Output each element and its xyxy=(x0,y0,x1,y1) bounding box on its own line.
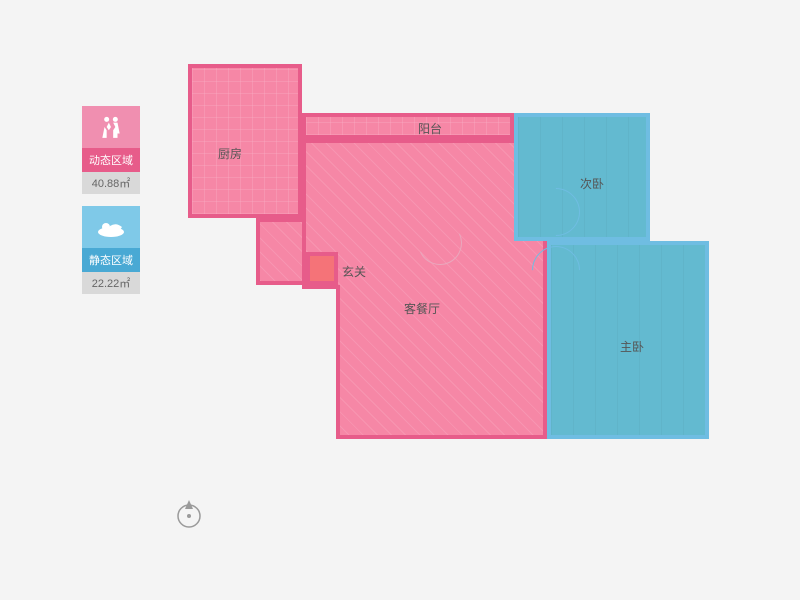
room-foyer xyxy=(306,252,338,285)
people-icon xyxy=(98,114,124,140)
legend-static-value: 22.22㎡ xyxy=(82,272,140,294)
sleep-icon xyxy=(96,216,126,238)
compass-icon xyxy=(172,496,206,530)
legend-dynamic-icon xyxy=(82,106,140,148)
floorplan-canvas: 厨房阳台卫生间客餐厅玄关次卧主卧动态区域40.88㎡静态区域22.22㎡ xyxy=(0,0,800,600)
room-kitchen xyxy=(188,64,302,218)
legend-dynamic: 动态区域40.88㎡ xyxy=(82,106,140,194)
legend-dynamic-value: 40.88㎡ xyxy=(82,172,140,194)
legend-static: 静态区域22.22㎡ xyxy=(82,206,140,294)
legend-static-icon xyxy=(82,206,140,248)
room-living-notch xyxy=(302,285,340,439)
legend-static-title: 静态区域 xyxy=(82,248,140,272)
room-living2 xyxy=(256,218,306,285)
legend-dynamic-title: 动态区域 xyxy=(82,148,140,172)
room-balcony xyxy=(302,113,514,139)
